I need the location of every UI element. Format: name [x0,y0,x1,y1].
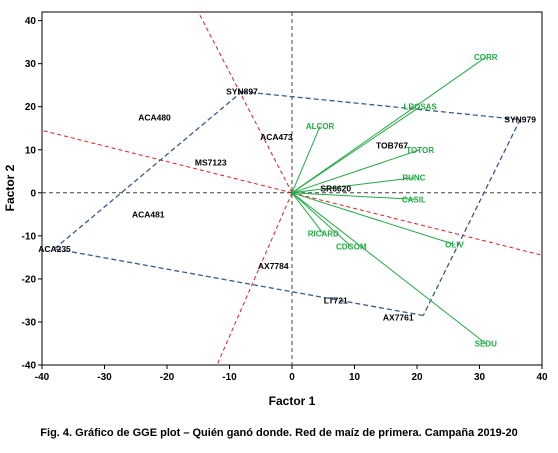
convex-hull-polygon [54,90,521,317]
y-tick-label: 10 [25,145,37,156]
polygon-edge-3 [54,91,243,250]
env-vector-sedu [291,192,487,344]
env-label-lrosas: LROSAS [403,103,437,112]
y-tick-label: 40 [25,16,37,27]
genotype-label-aca480: ACA480 [138,112,171,122]
x-tick-label: 10 [349,372,361,383]
env-vector-oliv [291,192,455,245]
env-label-totor: TOTOR [406,146,434,155]
axis-ticks: -40 -30 -20 -10 0 10 20 30 40 -40 -30 -20 -10 0 10 20 30… [22,16,548,383]
env-label-corr: CORR [474,53,498,62]
y-tick-label: -30 [22,317,37,328]
genotype-label-aca473: ACA473 [260,132,293,142]
gge-biplot: CORR LROSAS ALCOR TOTOR RUNC CASIL RICARD CDGOM… [3,11,548,408]
env-label-runc: RUNC [402,174,425,183]
y-tick-label: 0 [30,188,36,199]
x-tick-label: 30 [474,372,486,383]
y-tick-label: -20 [22,274,37,285]
env-label-oliv: OLIV [445,240,464,249]
sector-line-3 [291,192,543,256]
env-label-casil: CASIL [402,195,426,204]
genotype-label-ax7784: AX7784 [258,261,289,271]
sector-line-2 [216,192,293,366]
env-vector-totor [291,149,421,194]
env-vector-casil [291,192,414,200]
env-vector-ricard [291,192,324,235]
sector-line-1 [41,129,293,194]
x-tick-label: -20 [160,372,175,383]
genotype-label-aca235: ACA235 [38,244,71,254]
env-label-sedu: SEDU [475,339,497,348]
x-tick-label: -30 [97,372,112,383]
env-label-ricard: RICARD [308,230,339,239]
genotype-labels: SYN979 SYN897 ACA480 ACA473 MS7123 TOB767 SR66… [38,87,536,323]
y-tick-label: 20 [25,102,37,113]
y-tick-label: -40 [22,361,37,372]
genotype-label-syn979: SYN979 [504,115,536,125]
x-tick-label: -10 [222,372,237,383]
polygon-edge-0 [241,90,521,121]
env-vector-runc [291,177,414,194]
polygon-edge-2 [54,248,424,317]
y-tick-label: 30 [25,59,37,70]
genotype-label-syn897: SYN897 [226,87,258,97]
x-tick-label: 20 [411,372,423,383]
sector-lines [41,11,543,366]
genotype-label-ax7761: AX7761 [383,313,414,323]
origin-axes [42,12,542,365]
x-tick-label: 0 [289,372,295,383]
sector-line-0 [197,11,293,194]
env-vector-cdgom [291,192,352,247]
x-tick-label: -40 [35,372,50,383]
env-vector-lrosas [291,106,421,194]
genotype-label-ms7123: MS7123 [195,158,227,168]
x-axis-title: Factor 1 [269,394,316,408]
env-label-cdgom: CDGOM [336,243,367,252]
environment-vectors [291,56,487,344]
y-axis-title: Factor 2 [3,164,17,211]
polygon-edge-1 [422,119,521,316]
genotype-label-aca481: ACA481 [132,209,165,219]
environment-labels: CORR LROSAS ALCOR TOTOR RUNC CASIL RICARD CDGOM… [306,53,498,348]
env-vector-corr [291,56,487,194]
env-vector-alcor [291,125,321,193]
env-label-alcor: ALCOR [306,122,335,131]
genotype-label-lt721: LT721 [324,295,348,305]
genotype-label-tob767: TOB767 [376,140,408,150]
x-tick-label: 40 [536,372,548,383]
genotype-label-sr6620: SR6620 [320,184,351,194]
y-tick-label: -10 [22,231,37,242]
figure-caption: Fig. 4. Gráfico de GGE plot – Quién ganó… [40,427,518,439]
